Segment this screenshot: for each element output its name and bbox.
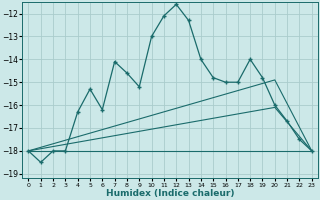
X-axis label: Humidex (Indice chaleur): Humidex (Indice chaleur) <box>106 189 234 198</box>
